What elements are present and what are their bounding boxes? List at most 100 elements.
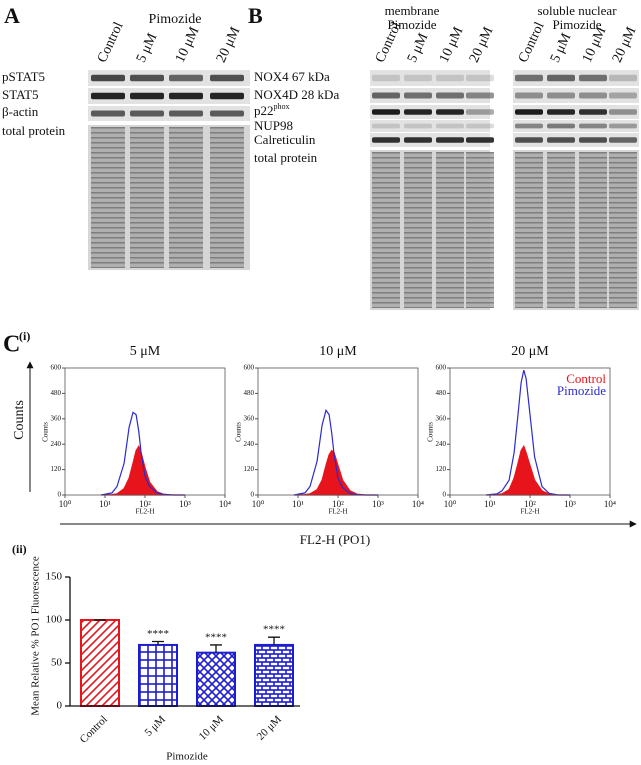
lane-label: Control: [373, 20, 405, 65]
blot-lane: [579, 152, 607, 308]
blot-band: [579, 74, 607, 82]
bar: [80, 619, 120, 707]
x-tick-label: 10²: [332, 499, 344, 509]
blot-band: [404, 92, 432, 99]
y-tick-label: 240: [51, 440, 62, 448]
x-tick-label: 10 μM: [197, 713, 226, 742]
x-tick-label: Control: [78, 713, 110, 745]
blot-band: [515, 123, 543, 129]
blot-band: [466, 137, 494, 143]
y-tick-label: 360: [244, 414, 255, 422]
lane-label: 20 μM: [610, 24, 640, 65]
histogram-line: [293, 408, 378, 496]
blot-band: [547, 123, 575, 129]
blot-band: [91, 92, 125, 100]
blot-band: [91, 74, 125, 82]
blot-band: [91, 110, 125, 117]
legend-entry: Pimozide: [557, 383, 606, 398]
blot-band: [515, 74, 543, 82]
row-label-sup: phox: [274, 102, 290, 111]
blot-band: [579, 137, 607, 143]
blot-band: [130, 110, 164, 117]
blot-band: [372, 74, 400, 82]
x-tick-label: 10³: [564, 499, 576, 509]
blot-lane: [130, 127, 164, 268]
blot-band: [436, 123, 464, 129]
blot-band: [466, 92, 494, 99]
row-label: Calreticulin: [254, 132, 316, 147]
x-tick-label: 10¹: [99, 499, 111, 509]
x-tick-label: 20 μM: [255, 713, 284, 742]
row-label: NOX4D 28 kDa: [254, 87, 339, 102]
bar: [138, 643, 178, 708]
significance: ****: [147, 628, 169, 640]
y-tick-label: 0: [57, 700, 63, 712]
y-tick-label: 120: [244, 465, 255, 473]
blot-band: [436, 92, 464, 99]
significance: ****: [263, 624, 285, 636]
row-label: STAT5: [2, 87, 39, 102]
x-tick-label: 10⁴: [604, 499, 616, 509]
lane-label: 20 μM: [467, 24, 497, 65]
blot-band: [210, 92, 244, 100]
lane-label: 5 μM: [134, 31, 161, 65]
row-label: NUP98: [254, 118, 293, 133]
blot-band: [579, 109, 607, 115]
error-bar: [210, 644, 222, 653]
row-label: β-actin: [2, 104, 39, 119]
bar: [196, 651, 236, 707]
blot-lane: [404, 152, 432, 308]
blot-band: [372, 109, 400, 115]
y-tick-label: 0: [443, 491, 447, 499]
row-label: p22phox: [254, 102, 290, 118]
row-label-main: p22: [254, 103, 274, 118]
fraction-label: membrane: [385, 3, 440, 18]
blot-band: [609, 109, 637, 115]
blot-strip: [513, 120, 639, 132]
y-tick-label: 120: [51, 465, 62, 473]
blot-strip: [513, 133, 639, 147]
blot-lane: [210, 127, 244, 268]
x-axis-label: FL2-H: [328, 508, 347, 516]
blot-band: [609, 92, 637, 99]
blot-strip: [513, 70, 639, 86]
shared-y-label: Counts: [12, 400, 27, 440]
blot-band: [436, 74, 464, 82]
x-tick-label: 10⁰: [252, 499, 265, 509]
y-tick-label: 240: [244, 440, 255, 448]
x-axis-label: Pimozide: [166, 751, 208, 763]
blot-band: [436, 109, 464, 115]
blot-band: [609, 137, 637, 143]
y-tick-label: 600: [436, 364, 447, 372]
y-tick-label: 480: [244, 389, 255, 397]
y-tick-label: 0: [251, 491, 255, 499]
blot-lane: [609, 152, 637, 308]
blot-band: [515, 92, 543, 99]
x-tick-label: 5 μM: [142, 713, 168, 739]
part-label: (i): [19, 329, 30, 343]
x-tick-label: 10³: [179, 499, 191, 509]
row-label: total protein: [254, 150, 318, 165]
error-bar: [268, 636, 280, 645]
y-axis-label: Counts: [235, 422, 243, 442]
blot-lane: [466, 152, 494, 308]
row-label: NOX4 67 kDa: [254, 69, 330, 84]
blot-strip: [370, 70, 490, 86]
blot-lane: [547, 152, 575, 308]
blot-band: [579, 123, 607, 129]
blot-band: [547, 109, 575, 115]
part-label: (ii): [12, 542, 27, 556]
blot-band: [609, 74, 637, 82]
chart-title: 20 μM: [511, 344, 549, 359]
x-tick-label: 10⁰: [59, 499, 72, 509]
y-tick-label: 120: [436, 465, 447, 473]
x-tick-label: 10³: [372, 499, 384, 509]
blot-band: [404, 74, 432, 82]
y-axis-label: Mean Relative % PO1 Fluorescence: [30, 556, 42, 716]
histogram-line: [100, 411, 185, 496]
blot-lane: [169, 127, 203, 268]
chart-title: 5 μM: [130, 344, 161, 359]
blot-band: [466, 74, 494, 82]
shared-x-label: FL2-H (PO1): [300, 532, 370, 547]
